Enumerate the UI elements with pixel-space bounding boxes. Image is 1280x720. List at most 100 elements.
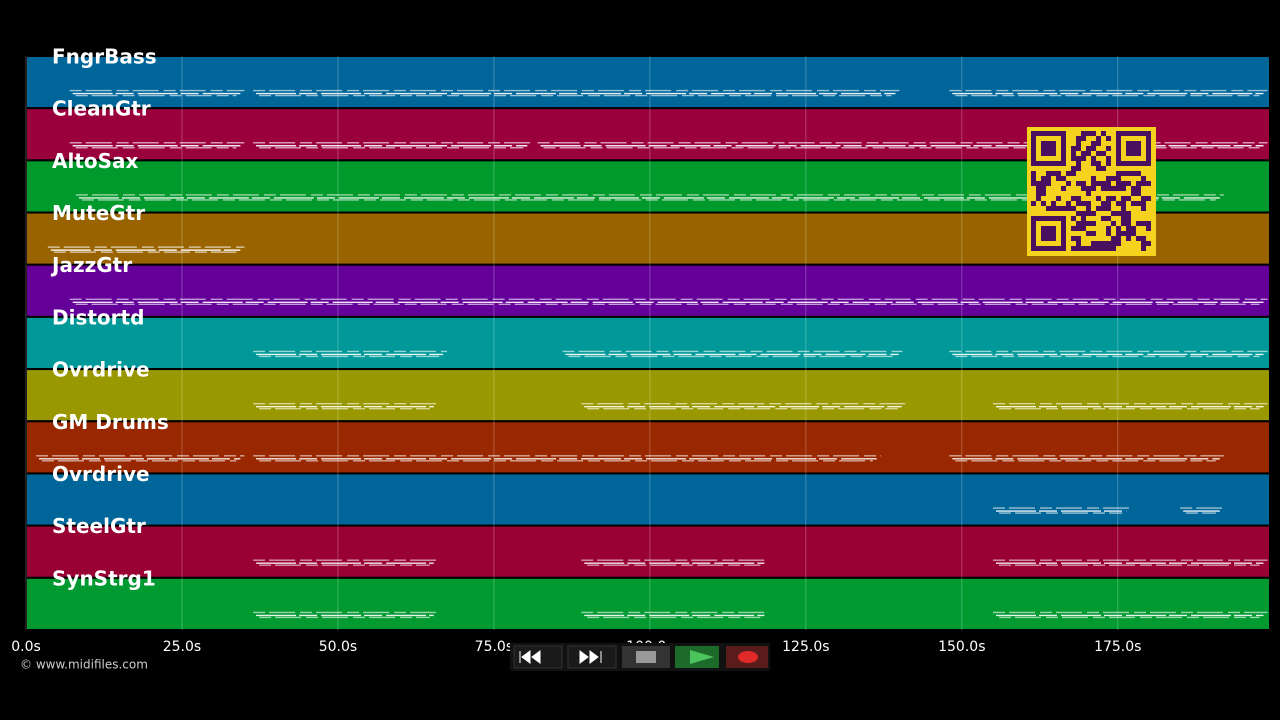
forward-button[interactable] bbox=[567, 645, 617, 669]
note-span bbox=[69, 298, 1268, 305]
time-tick-label: 25.0s bbox=[163, 639, 201, 655]
grid bbox=[25, 56, 1119, 630]
qr-cell bbox=[1101, 241, 1106, 246]
qr-cell bbox=[1096, 196, 1101, 201]
note-span bbox=[949, 89, 1268, 97]
qr-cell bbox=[1056, 206, 1061, 211]
qr-cell bbox=[1126, 236, 1131, 241]
qr-cell bbox=[1086, 186, 1091, 191]
qr-cell bbox=[1141, 201, 1146, 206]
qr-finder bbox=[1031, 216, 1066, 251]
qr-cell bbox=[1081, 136, 1086, 141]
qr-cell bbox=[1071, 216, 1076, 221]
qr-cell bbox=[1146, 221, 1151, 226]
qr-cell bbox=[1081, 201, 1086, 206]
time-tick-label: 125.0s bbox=[782, 639, 829, 655]
qr-cell bbox=[1106, 216, 1111, 221]
time-tick-label: 0.0s bbox=[11, 639, 41, 655]
note-span bbox=[253, 350, 448, 358]
qr-cell bbox=[1041, 201, 1046, 206]
note-span bbox=[253, 402, 438, 410]
qr-cell bbox=[1086, 211, 1091, 216]
qr-cell bbox=[1076, 226, 1081, 231]
stop-button[interactable] bbox=[622, 646, 670, 668]
note-span bbox=[993, 507, 1131, 514]
qr-cell bbox=[1111, 246, 1116, 251]
qr-cell bbox=[1111, 186, 1116, 191]
qr-cell bbox=[1091, 186, 1096, 191]
qr-cell bbox=[1101, 246, 1106, 251]
qr-cell bbox=[1116, 181, 1121, 186]
qr-cell bbox=[1111, 196, 1116, 201]
note-span bbox=[993, 402, 1268, 410]
qr-cell bbox=[1076, 211, 1081, 216]
qr-cell bbox=[1121, 181, 1126, 186]
copyright: © www.midifiles.com bbox=[20, 658, 148, 672]
qr-cell bbox=[1071, 196, 1076, 201]
qr-cell bbox=[1071, 156, 1076, 161]
qr-cell bbox=[1131, 186, 1136, 191]
forward-icon bbox=[579, 650, 602, 664]
qr-cell bbox=[1106, 241, 1111, 246]
note-span bbox=[47, 246, 245, 253]
qr-cell bbox=[1091, 231, 1096, 236]
qr-cell bbox=[1121, 211, 1126, 216]
qr-finder-core bbox=[1041, 141, 1056, 156]
qr-cell bbox=[1086, 191, 1091, 196]
qr-cell bbox=[1126, 181, 1131, 186]
qr-cell bbox=[1106, 176, 1111, 181]
qr-cell bbox=[1106, 161, 1111, 166]
qr-cell bbox=[1071, 236, 1076, 241]
qr-cell bbox=[1041, 191, 1046, 196]
qr-cell bbox=[1071, 246, 1076, 251]
qr-cell bbox=[1031, 171, 1036, 176]
qr-finder bbox=[1031, 131, 1066, 166]
qr-cell bbox=[1086, 231, 1091, 236]
record-button[interactable] bbox=[726, 646, 768, 668]
qr-cell bbox=[1091, 146, 1096, 151]
qr-cell bbox=[1071, 226, 1076, 231]
qr-cell bbox=[1036, 181, 1041, 186]
qr-cell bbox=[1096, 151, 1101, 156]
rewind-button[interactable] bbox=[513, 645, 563, 669]
note-span bbox=[1180, 507, 1224, 514]
qr-cell bbox=[1081, 216, 1086, 221]
qr-cell bbox=[1121, 196, 1126, 201]
track-name: AltoSax bbox=[52, 149, 139, 173]
track-name: MuteGtr bbox=[52, 201, 145, 225]
track-row bbox=[25, 420, 1271, 475]
qr-cell bbox=[1121, 221, 1126, 226]
qr-cell bbox=[1106, 136, 1111, 141]
play-button[interactable] bbox=[675, 646, 719, 668]
qr-cell bbox=[1046, 176, 1051, 181]
qr-cell bbox=[1116, 171, 1121, 176]
qr-cell bbox=[1051, 206, 1056, 211]
qr-cell bbox=[1116, 236, 1121, 241]
qr-cell bbox=[1096, 161, 1101, 166]
qr-cell bbox=[1076, 221, 1081, 226]
qr-cell bbox=[1111, 176, 1116, 181]
note-span bbox=[253, 89, 900, 97]
qr-cell bbox=[1126, 221, 1131, 226]
qr-cell bbox=[1136, 236, 1141, 241]
qr-cell bbox=[1136, 171, 1141, 176]
qr-cell bbox=[1131, 191, 1136, 196]
note-span bbox=[253, 559, 438, 566]
note-span bbox=[581, 611, 769, 619]
qr-cell bbox=[1091, 221, 1096, 226]
qr-cell bbox=[1136, 221, 1141, 226]
qr-cell bbox=[1091, 141, 1096, 146]
qr-cell bbox=[1106, 206, 1111, 211]
qr-cell bbox=[1096, 166, 1101, 171]
track-labels: FngrBass CleanGtr AltoSax MuteGtr JazzGtr Dis… bbox=[50, 45, 169, 591]
qr-cell bbox=[1031, 201, 1036, 206]
qr-cell bbox=[1096, 136, 1101, 141]
qr-cell bbox=[1116, 176, 1121, 181]
qr-cell bbox=[1036, 196, 1041, 201]
qr-cell bbox=[1091, 161, 1096, 166]
qr-cell bbox=[1066, 201, 1071, 206]
qr-cell bbox=[1116, 241, 1121, 246]
qr-cell bbox=[1141, 196, 1146, 201]
qr-cell bbox=[1131, 231, 1136, 236]
note-span bbox=[69, 142, 245, 149]
